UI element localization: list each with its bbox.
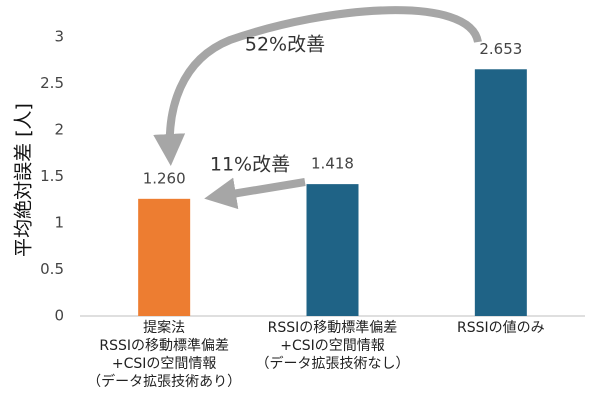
x-tick-label: （データ拡張技術なし）: [256, 355, 410, 372]
x-tick-label: RSSIの移動標準偏差: [99, 338, 229, 354]
y-tick-label: 1: [54, 214, 64, 232]
x-tick-label: RSSIの値のみ: [457, 320, 545, 336]
annotation: 52%改善: [245, 34, 325, 56]
y-tick-label: 2: [54, 121, 64, 139]
x-tick-label: RSSIの移動標準偏差: [268, 320, 398, 336]
data-label: 1.260: [143, 169, 186, 187]
y-tick-label: 0: [54, 307, 64, 325]
data-label: 1.418: [311, 155, 354, 173]
annotation: 11%改善: [210, 154, 290, 176]
y-tick-label: 2.5: [40, 74, 64, 92]
x-tick-label: 提案法: [143, 319, 185, 336]
x-tick-label: +CSIの空間情報: [280, 338, 385, 354]
data-label: 2.653: [479, 40, 522, 58]
bar: [138, 198, 191, 316]
y-axis-label: 平均絶対誤差 [人]: [13, 103, 35, 257]
bar: [306, 184, 359, 316]
x-tick-label: （データ拡張技術あり）: [87, 373, 241, 390]
x-tick-label: +CSIの空間情報: [112, 356, 217, 372]
y-tick-label: 0.5: [40, 260, 64, 278]
y-tick-label: 1.5: [40, 167, 64, 185]
arrow: [204, 177, 306, 210]
arrow: [153, 6, 482, 166]
bar: [474, 69, 527, 317]
y-tick-label: 3: [54, 28, 64, 46]
